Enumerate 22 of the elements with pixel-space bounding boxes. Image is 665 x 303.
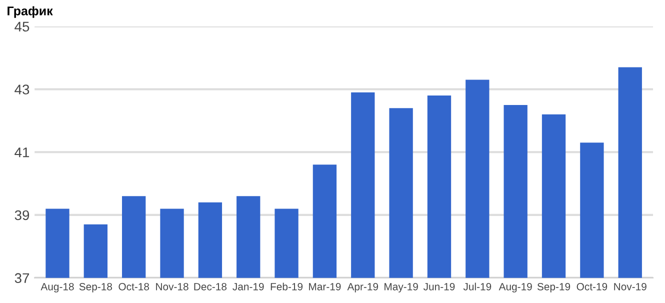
x-tick-label: Jun-19 <box>423 282 455 290</box>
x-tick-label: May-19 <box>384 282 418 292</box>
x-tick-label: Dec-18 <box>194 282 227 290</box>
x-tick-label: Nov-18 <box>156 282 188 290</box>
x-tick-label: Jul-19 <box>463 282 492 290</box>
x-tick-label: Mar-19 <box>309 282 341 290</box>
x-tick-label: Oct-19 <box>576 282 608 290</box>
x-tick-label: Nov-19 <box>614 282 646 290</box>
y-tick-label: 41 <box>14 148 30 158</box>
y-tick-label: 43 <box>14 84 30 94</box>
y-tick-label: 45 <box>14 22 30 32</box>
chart-title: График <box>8 6 53 18</box>
y-tick-label: 39 <box>14 210 30 220</box>
y-tick-label: 37 <box>14 273 30 284</box>
x-tick-label: Aug-18 <box>40 282 74 292</box>
x-tick-label: Sep-19 <box>537 282 570 292</box>
x-tick-label: Apr-19 <box>347 282 378 292</box>
x-tick-label: Jan-19 <box>232 282 264 290</box>
x-tick-label: Oct-18 <box>118 282 150 290</box>
x-tick-label: Aug-19 <box>498 282 532 292</box>
x-tick-label: Feb-19 <box>270 282 303 290</box>
x-tick-label: Sep-18 <box>79 282 112 292</box>
